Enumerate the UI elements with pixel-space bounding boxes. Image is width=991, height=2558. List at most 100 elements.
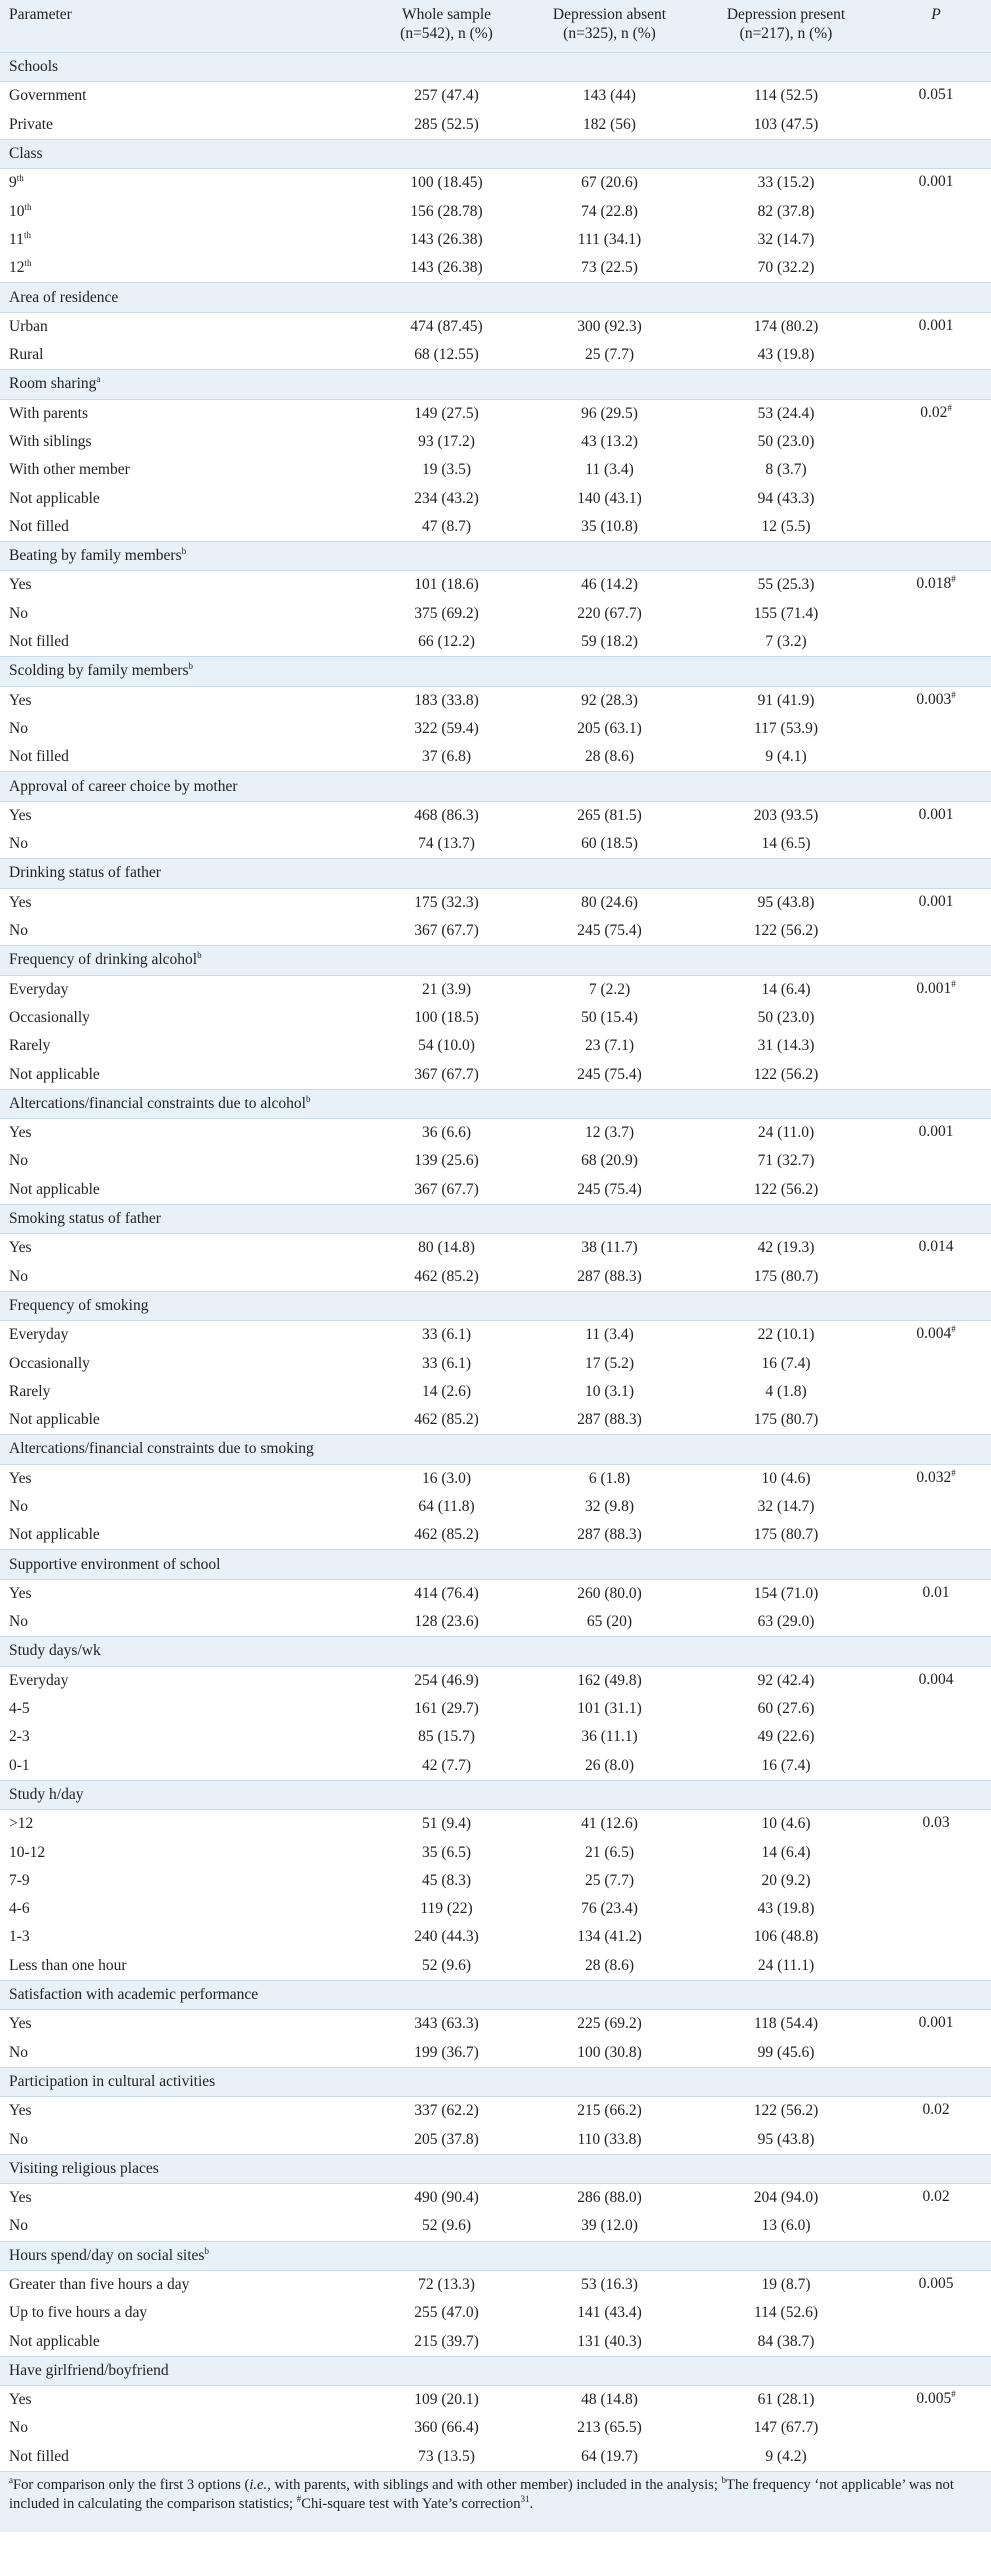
cell-whole-sample: 54 (10.0) <box>418 1037 475 1055</box>
section-header-row: Study days/wk <box>0 1636 991 1667</box>
cell-p-value: 0.032# <box>881 1464 991 1550</box>
p-value-footnote-mark: # <box>947 402 952 413</box>
section-title-cell: Approval of career choice by mother <box>0 771 991 802</box>
cell-whole-sample: 37 (6.8) <box>421 748 472 766</box>
cell-whole-sample: 100 (18.45) <box>410 174 483 192</box>
cell-depression-absent: 10 (3.1) <box>584 1382 635 1400</box>
cell-depression-absent: 131 (40.3) <box>577 2332 642 2350</box>
cell-depression-absent: 300 (92.3) <box>577 317 642 335</box>
cell-depression-present: 122 (56.2) <box>753 1180 819 1198</box>
row-label-cell: Everyday <box>0 1666 365 1695</box>
cell-whole-sample: 462 (85.2) <box>414 1526 479 1544</box>
section-title: Hours spend/day on social sites <box>9 2246 205 2264</box>
cell-p-value: 0.001 <box>881 888 991 946</box>
cell-depression-absent: 182 (56) <box>583 115 636 133</box>
cell-depression-absent: 141 (43.4) <box>577 2304 642 2322</box>
cell-whole-sample: 240 (44.3) <box>414 1928 479 1946</box>
cell-depression-absent: 7 (2.2) <box>588 980 631 998</box>
cell-depression-absent: 245 (75.4) <box>577 1065 642 1083</box>
cell-whole-sample: 42 (7.7) <box>421 1756 472 1774</box>
section-title-cell: Class <box>0 138 991 170</box>
row-label-cell: 10th <box>0 197 365 225</box>
cell-depression-absent: 110 (33.8) <box>577 2130 642 2148</box>
cell-depression-absent: 215 (66.2) <box>577 2102 642 2120</box>
row-label-cell: Everyday <box>0 1321 365 1350</box>
section-title: Area of residence <box>9 288 119 306</box>
table-row: 4-5 161 (29.7) 101 (31.1) 60 (27.6) <box>0 1695 991 1723</box>
cell-depression-present: 60 (27.6) <box>757 1700 815 1718</box>
cell-depression-present: 7 (3.2) <box>765 633 807 651</box>
cell-depression-present: 10 (4.6) <box>761 1469 811 1487</box>
row-label: Less than one hour <box>9 1956 127 1974</box>
p-value: 0.014 <box>918 1238 954 1256</box>
section-title: Smoking status of father <box>9 1210 161 1228</box>
table-row: No 64 (11.8) 32 (9.8) 32 (14.7) <box>0 1493 991 1521</box>
row-label-cell: Not applicable <box>0 1060 365 1089</box>
header-row: Parameter Whole sample (n=542), n (%) De… <box>0 0 991 53</box>
row-label: No <box>9 719 28 737</box>
cell-whole-sample: 72 (13.3) <box>418 2276 475 2293</box>
section-header-row: Drinking status of father <box>0 858 991 889</box>
cell-depression-present: 20 (9.2) <box>761 1871 811 1889</box>
row-label-cell: Up to five hours a day <box>0 2299 365 2327</box>
table-row: Everyday 21 (3.9) 7 (2.2) 14 (6.4) 0.001# <box>0 975 991 1004</box>
header-absent-line1: Depression absent <box>552 6 667 23</box>
row-label-cell: Rarely <box>0 1032 365 1060</box>
table-row: Occasionally 100 (18.5) 50 (15.4) 50 (23.0) <box>0 1004 991 1032</box>
table-row: Not applicable 215 (39.7) 131 (40.3) 84 (38… <box>0 2327 991 2356</box>
section-header-row: Smoking status of father <box>0 1203 991 1235</box>
p-value-footnote-mark: # <box>951 574 956 585</box>
cell-depression-absent: 286 (88.0) <box>577 2189 642 2207</box>
row-label: Not applicable <box>9 1526 100 1544</box>
table-row: >12 51 (9.4) 41 (12.6) 10 (4.6) 0.03 <box>0 1810 991 1839</box>
table-row: Rarely 14 (2.6) 10 (3.1) 4 (1.8) <box>0 1378 991 1406</box>
row-label-cell: Not applicable <box>0 1406 365 1435</box>
cell-depression-present: 122 (56.2) <box>753 922 819 940</box>
p-value: 0.03 <box>922 1814 950 1832</box>
table-row: No 199 (36.7) 100 (30.8) 99 (45.6) <box>0 2038 991 2067</box>
cell-whole-sample: 257 (47.4) <box>414 87 479 105</box>
cell-depression-absent: 265 (81.5) <box>577 806 642 824</box>
table-footnote: aFor comparison only the first 3 options… <box>0 2470 991 2532</box>
cell-p-value: 0.001 <box>881 2010 991 2068</box>
cell-depression-present: 63 (29.0) <box>757 1613 815 1631</box>
section-title: Drinking status of father <box>9 864 161 882</box>
row-label: No <box>9 2217 28 2235</box>
row-label: Not applicable <box>9 2332 100 2350</box>
section-title: Supportive environment of school <box>9 1555 221 1573</box>
cell-depression-present: 95 (43.8) <box>757 2130 815 2148</box>
table-row: 7-9 45 (8.3) 25 (7.7) 20 (9.2) <box>0 1867 991 1895</box>
cell-whole-sample: 47 (8.7) <box>421 517 472 535</box>
table-row: Not applicable 367 (67.7) 245 (75.4) 122 (5… <box>0 1176 991 1205</box>
cell-depression-present: 14 (6.5) <box>761 835 811 853</box>
row-label: 7-9 <box>9 1871 30 1889</box>
row-label-cell: Yes <box>0 2097 365 2126</box>
table-row: No 52 (9.6) 39 (12.0) 13 (6.0) <box>0 2212 991 2241</box>
table-row: Private 285 (52.5) 182 (56) 103 (47.5) <box>0 111 991 140</box>
cell-depression-present: 50 (23.0) <box>757 433 815 450</box>
header-parameter: Parameter <box>0 0 365 53</box>
cell-whole-sample: 322 (59.4) <box>414 719 479 737</box>
cell-whole-sample: 16 (3.0) <box>421 1469 472 1487</box>
cell-depression-absent: 245 (75.4) <box>577 1180 642 1198</box>
cell-p-value: 0.02 <box>881 2183 991 2241</box>
cell-depression-present: 71 (32.7) <box>757 1152 815 1170</box>
section-title-cell: Altercations/financial constraints due t… <box>0 1434 991 1465</box>
cell-whole-sample: 51 (9.4) <box>421 1815 472 1833</box>
section-header-row: Altercations/financial constraints due t… <box>0 1434 991 1465</box>
cell-depression-present: 174 (80.2) <box>753 317 819 335</box>
cell-whole-sample: 109 (20.1) <box>414 2391 479 2409</box>
cell-depression-absent: 260 (80.0) <box>577 1584 642 1602</box>
footnote-end: . <box>529 2495 534 2512</box>
cell-depression-present: 22 (10.1) <box>757 1326 815 1344</box>
cell-depression-absent: 287 (88.3) <box>577 1267 642 1285</box>
cell-p-value: 0.01 <box>881 1579 991 1637</box>
cell-whole-sample: 255 (47.0) <box>414 2304 479 2322</box>
row-label: Yes <box>9 691 32 709</box>
cell-depression-absent: 101 (31.1) <box>577 1700 642 1718</box>
section-title-cell: Participation in cultural activities <box>0 2066 991 2098</box>
p-value: 0.02 <box>922 2101 950 2119</box>
row-label-cell: No <box>0 715 365 743</box>
row-label-cell: With siblings <box>0 428 365 456</box>
